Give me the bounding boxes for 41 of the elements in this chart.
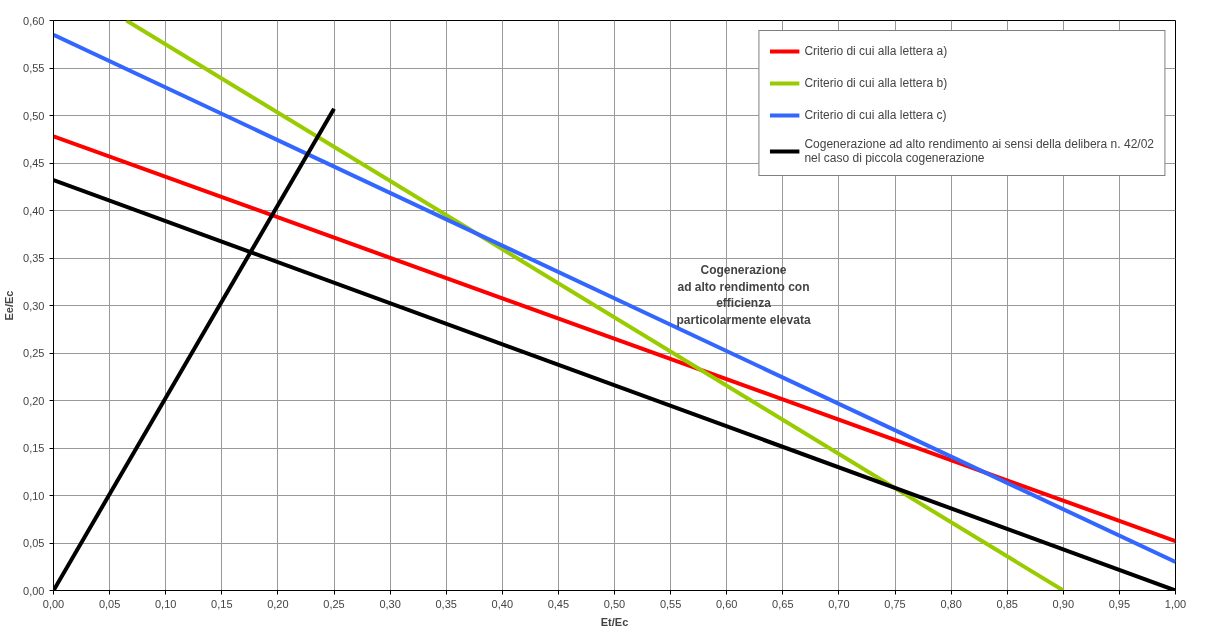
x-tick-label: 0,85 (996, 597, 1018, 610)
x-tick-label: 0,90 (1052, 597, 1075, 610)
y-tick-label: 0,45 (23, 157, 45, 169)
y-axis-title: Ee/Ec (3, 290, 16, 321)
y-tick-label: 0,15 (23, 442, 45, 454)
annotation: Cogenerazione ad alto rendimento con efficienza particolarmente elevata (676, 262, 811, 328)
x-tick-label: 0,10 (155, 597, 177, 610)
x-tick-label: 0,95 (1108, 597, 1131, 610)
y-tick-label: 0,05 (23, 537, 45, 549)
x-tick-label: 0,55 (659, 597, 682, 610)
y-tick-label: 0,35 (23, 252, 45, 264)
x-tick-label: 0,70 (828, 597, 850, 610)
x-tick-label: 0,20 (267, 597, 289, 610)
x-tick-label: 0,80 (940, 597, 962, 610)
y-tick-label: 0,20 (23, 394, 45, 407)
legend-label: Criterio di cui alla lettera b) (804, 76, 948, 90)
x-tick-label: 0,30 (379, 597, 401, 610)
legend-label: Cogenerazione ad alto rendimento ai sensi della delibera n. 42/02 nel caso di piccola cogenerazione (804, 137, 1154, 165)
x-tick-label: 0,15 (211, 597, 233, 610)
x-tick-label: 0,25 (323, 597, 345, 610)
x-tick-label: 0,50 (603, 597, 626, 610)
y-tick-label: 0,60 (23, 14, 45, 27)
x-tick-label: 0,65 (772, 597, 794, 610)
x-axis-title: Et/Ec (600, 615, 629, 628)
y-tick-label: 0,55 (23, 62, 45, 74)
y-tick-label: 0,10 (23, 489, 45, 502)
x-tick-label: 0,60 (716, 597, 738, 610)
y-tick-label: 0,30 (23, 299, 45, 312)
x-tick-label: 0,05 (98, 597, 121, 610)
y-tick-label: 0,00 (23, 584, 45, 597)
y-tick-label: 0,25 (23, 347, 45, 359)
x-tick-label: 0,40 (491, 597, 514, 610)
legend-label: Criterio di cui alla lettera a) (804, 44, 948, 58)
x-tick-label: 0,00 (42, 597, 65, 610)
legend-label: Criterio di cui alla lettera c) (804, 108, 947, 122)
x-tick-label: 0,35 (435, 597, 457, 610)
x-tick-label: 0,75 (884, 597, 906, 610)
y-tick-label: 0,50 (23, 109, 45, 122)
y-tick-label: 0,40 (23, 204, 45, 217)
x-tick-label: 1,00 (1164, 597, 1187, 610)
x-tick-label: 0,45 (547, 597, 570, 610)
